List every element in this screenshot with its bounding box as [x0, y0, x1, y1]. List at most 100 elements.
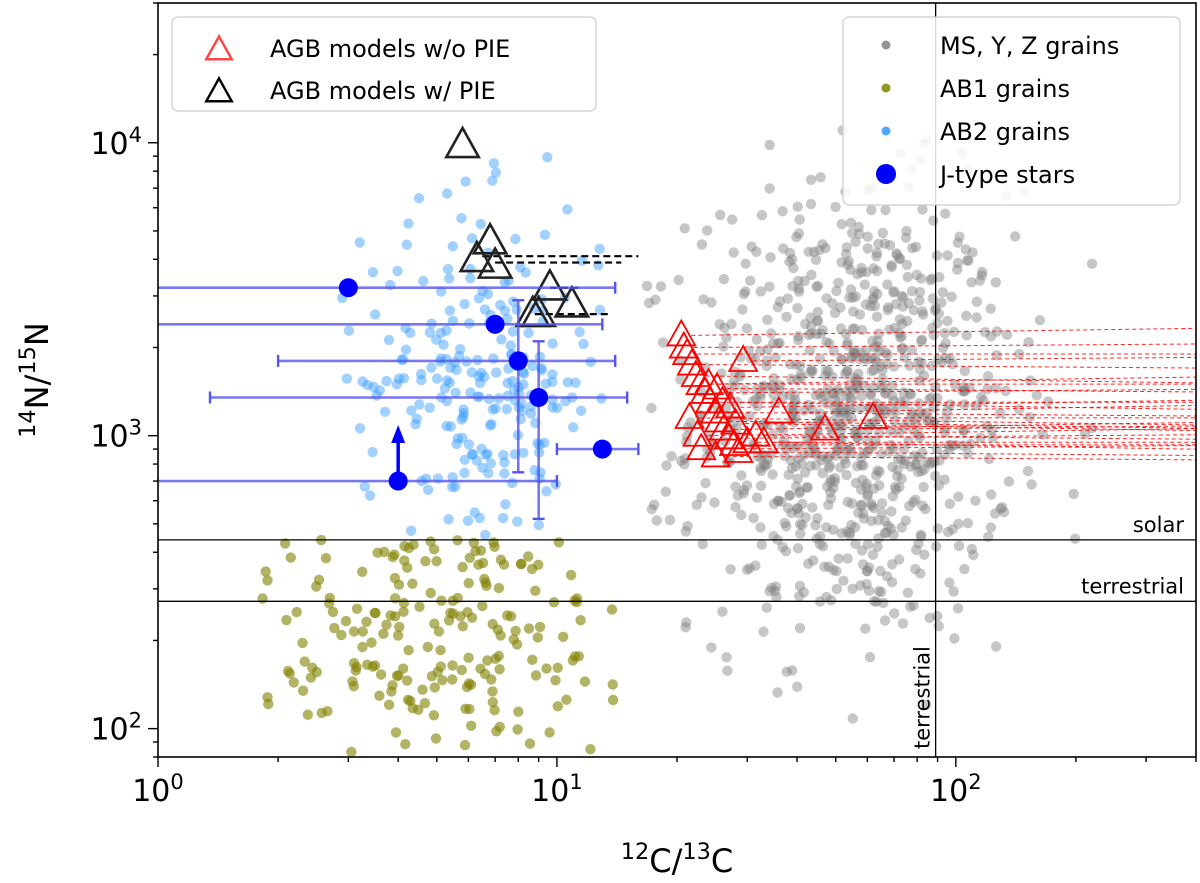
ab1-grain-point: [527, 654, 538, 665]
agb-no-pie-tail-line: [732, 401, 1196, 410]
ms-grain-point: [680, 526, 692, 537]
agb-no-pie-marker: [665, 318, 697, 347]
ms-grain-point: [719, 322, 730, 333]
legend-right-marker: [881, 83, 891, 93]
ms-grain-point: [816, 391, 827, 403]
ab2-grain-point: [445, 421, 456, 432]
ms-grain-point: [871, 470, 882, 481]
ms-grain-point: [768, 338, 779, 349]
ms-grain-point: [885, 523, 897, 534]
ms-grain-point: [868, 483, 880, 494]
ms-grain-point: [792, 473, 803, 484]
ms-grain-point: [978, 395, 989, 406]
ab1-grain-point: [473, 559, 484, 570]
ab1-grain-point: [346, 746, 357, 757]
x-axis-label-part: C: [711, 842, 733, 880]
j-star-layer: [158, 278, 640, 521]
ms-grain-point: [995, 407, 1006, 419]
ab2-grain-point: [490, 403, 501, 414]
ms-grain-point: [898, 387, 909, 398]
ms-grain-point: [890, 299, 901, 310]
ms-grain-point: [840, 405, 851, 416]
ms-grain-point: [839, 453, 850, 465]
ms-grain-point: [738, 288, 750, 300]
ab2-grain-point: [510, 233, 521, 245]
ms-grain-point: [959, 399, 970, 410]
ms-grain-point: [861, 579, 872, 590]
ms-grain-point: [788, 262, 799, 274]
ab2-grain-point: [515, 262, 526, 273]
ab2-grain-point: [398, 373, 410, 384]
ms-grain-point: [844, 292, 855, 303]
ab1-grain-point: [390, 727, 402, 738]
ms-grain-point: [959, 386, 970, 397]
ms-grain-point: [864, 652, 876, 663]
ab1-grain-point: [302, 709, 313, 720]
ms-grain-point: [926, 360, 937, 372]
ab2-grain-point: [415, 368, 427, 380]
ms-grain-point: [889, 286, 900, 297]
ab2-grain-point: [480, 529, 491, 541]
ms-grain-point: [914, 286, 925, 298]
ms-grain-point: [1086, 423, 1097, 434]
ms-grain-point: [886, 506, 897, 517]
ab2-grain-point: [381, 375, 392, 387]
ms-grain-point: [794, 580, 806, 592]
legend-left-label: AGB models w/ PIE: [270, 77, 496, 105]
ab1-grain-point: [394, 621, 405, 633]
ms-grain-point: [1042, 396, 1054, 407]
ms-grain-point: [861, 345, 872, 356]
ms-grain-point: [781, 521, 792, 532]
ms-grain-point: [850, 236, 861, 248]
ms-grain-point: [914, 295, 925, 306]
ms-grain-point: [823, 499, 834, 511]
ms-grain-point: [786, 462, 798, 474]
ms-grain-point: [852, 383, 863, 394]
ms-grain-point: [755, 465, 767, 477]
ms-grain-point: [821, 293, 832, 304]
ms-grain-point: [750, 560, 761, 571]
ms-grain-point: [897, 301, 908, 312]
ms-grain-point: [926, 392, 937, 403]
ab2-grain-point: [410, 419, 421, 430]
ms-grain-point: [862, 489, 874, 500]
ms-grain-point: [931, 250, 943, 261]
ab2-grain-point: [499, 457, 510, 468]
ms-grain-point: [868, 502, 879, 514]
ab2-grain-point: [416, 375, 427, 386]
ms-grain-point: [875, 565, 886, 577]
ms-grain-point: [899, 455, 911, 466]
ab1-grain-point: [432, 666, 443, 677]
ms-grain-point: [889, 481, 901, 493]
ms-grain-point: [744, 563, 755, 574]
ab1-grain-point: [402, 562, 413, 573]
agb-no-pie-marker: [707, 385, 738, 414]
ab2-grain-point: [406, 405, 417, 416]
agb-pie-marker: [444, 125, 481, 159]
ms-grain-point: [865, 388, 877, 399]
ms-grain-point: [754, 389, 766, 400]
ms-grain-point: [908, 305, 919, 316]
ms-grain-point: [871, 311, 883, 322]
ms-grain-point: [650, 294, 661, 305]
ms-grain-point: [812, 306, 823, 318]
ms-grain-point: [847, 713, 858, 724]
y-tick-label-part: 2: [129, 709, 142, 733]
ms-grain-point: [825, 493, 837, 504]
ab1-grain-point: [348, 681, 359, 692]
ab1-grain-point: [553, 537, 564, 548]
ms-grain-point: [873, 238, 884, 250]
ms-grain-point: [836, 257, 847, 268]
ab1-grain-point: [281, 614, 292, 626]
ab1-grain-point: [513, 706, 524, 717]
ms-grain-point: [873, 515, 884, 526]
ms-grain-point: [892, 453, 904, 464]
ms-grain-point: [858, 559, 869, 570]
ab2-grain-point: [444, 273, 455, 284]
ms-grain-point: [790, 461, 801, 472]
agb-no-pie-tail-line: [705, 375, 1196, 384]
ab1-grain-point: [430, 733, 442, 744]
ab2-grain-point: [568, 422, 579, 433]
ms-grain-point: [820, 242, 831, 254]
ab2-grain-point: [500, 499, 511, 510]
